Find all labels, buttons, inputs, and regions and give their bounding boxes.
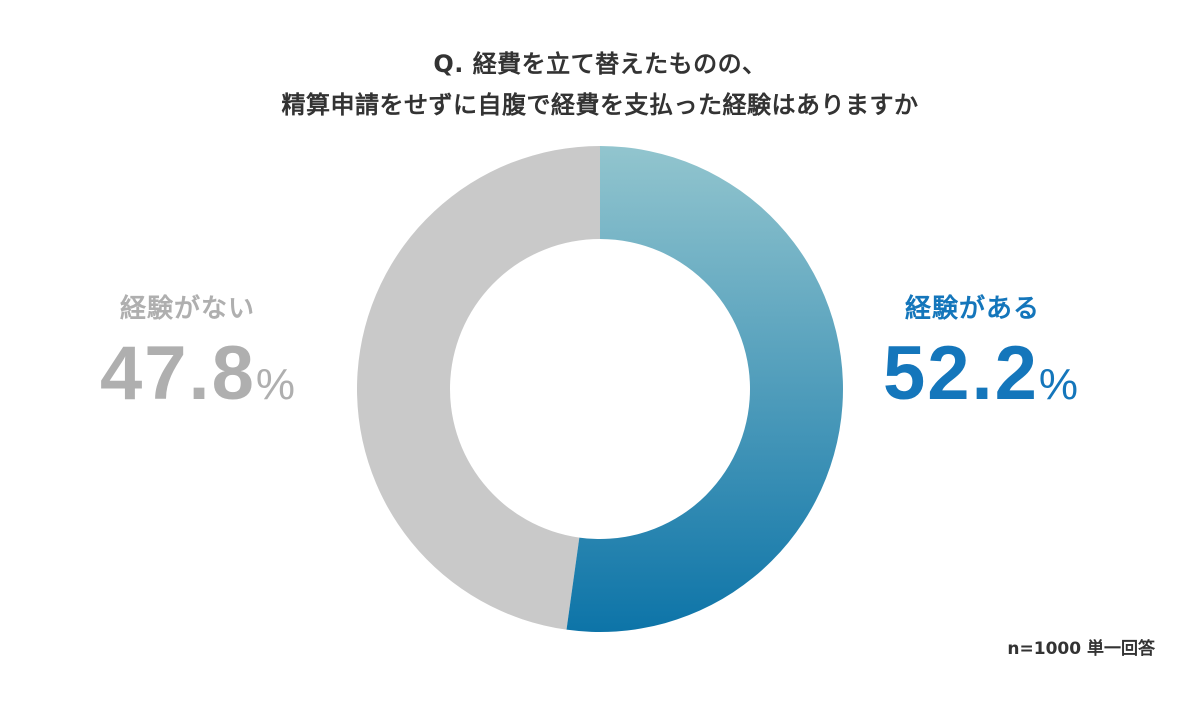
label-no-value: 47.8 [100,331,256,416]
label-no-experience: 経験がない 47.8% [100,292,300,421]
label-yes-name: 経験がある [905,294,1041,324]
label-has-experience: 経験がある 52.2% [883,292,1093,421]
label-yes-percent: 52.2% [883,336,1093,421]
label-yes-unit: % [1038,360,1079,409]
label-yes-value: 52.2 [883,331,1039,416]
chart-title: Q. 経費を立て替えたものの、 精算申請をせずに自腹で経費を支払った経験はありま… [0,44,1200,126]
sample-size-note: n=1000 単一回答 [1007,639,1155,659]
chart-title-line1: Q. 経費を立て替えたものの、 [433,50,767,78]
label-no-unit: % [255,360,296,409]
donut-segment-no [356,146,600,630]
chart-title-line2: 精算申請をせずに自腹で経費を支払った経験はありますか [281,91,919,119]
label-no-percent: 47.8% [100,336,300,421]
donut-segment-yes [566,146,843,632]
label-no-name: 経験がない [120,294,256,324]
